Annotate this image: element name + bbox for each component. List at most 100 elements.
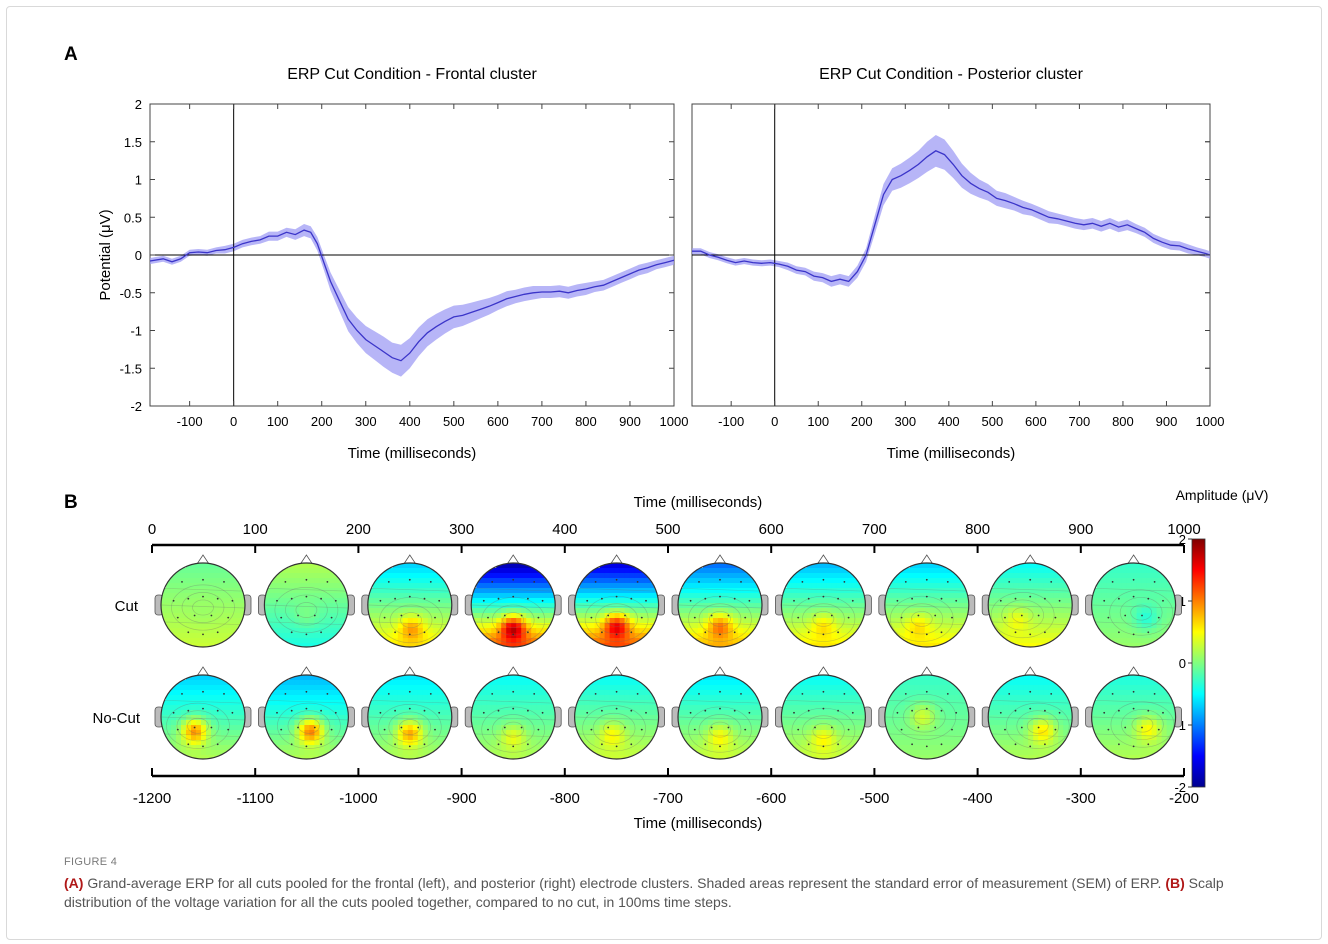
scalp-cell [939,633,946,639]
scalp-cell [703,568,709,574]
scalp-cell [397,608,404,614]
scalp-cell [629,715,636,721]
electrode-dot [748,599,751,602]
scalp-cell [831,715,837,721]
scalp-cell [604,598,611,604]
scalp-cell [1023,608,1029,614]
scalp-cell [206,695,212,701]
scalp-cell [594,573,601,579]
scalp-cell [491,750,497,756]
scalp-outline [263,674,349,760]
scalp-cell [748,740,754,746]
scalp-cell [309,573,315,579]
scalp-cell [186,623,192,629]
scalp-cell [269,593,275,599]
scalp-cell [387,710,394,716]
scalp-cell [703,750,709,756]
scalp-cell [909,715,916,721]
scalp-cell [176,583,182,589]
scalp-cell [708,598,714,604]
scalp-cell [412,705,419,711]
scalp-cell [526,628,532,634]
scalp-cell [432,618,439,624]
scalp-cell [894,700,901,706]
scalp-cell [708,755,714,759]
scalp-cell [841,568,847,574]
scalp-cell [176,735,182,741]
scalp-cell [284,618,290,624]
scalp-cell [939,690,946,696]
scalp-cell [899,593,906,599]
scalp-cell [708,735,714,741]
scalp-cell [939,720,946,726]
scalp-cell [407,603,414,609]
scalp-cell [826,623,832,629]
scalp-cell [634,618,641,624]
scalp-cell [811,710,817,716]
scalp-cell [909,695,916,701]
scalp-cell [718,710,724,716]
scalp-cell [1028,633,1034,639]
scalp-cell [1161,608,1168,614]
scalp-cell [496,730,502,736]
scalp-cell [584,690,591,696]
scalp-cell [344,603,349,609]
scalp-cell [584,725,591,731]
scalp-cell [299,715,305,721]
scalp-cell [919,695,926,701]
scalp-cell [683,700,689,706]
scalp-cell [841,710,847,716]
scalp-cell [1038,578,1044,584]
scalp-cell [781,725,787,731]
scalp-cell [796,715,802,721]
scalp-cell [236,700,242,706]
scalp-cell [718,695,724,701]
scalp-cell [516,685,522,691]
scalp-cell [949,613,956,619]
scalp-cell [889,700,896,706]
scalp-cell [387,705,394,711]
contour-line [166,702,230,749]
scalp-cell [914,680,921,686]
contour-line [1119,597,1163,629]
scalp-cell [614,720,621,726]
scalp-cell [924,680,931,686]
scalp-cell [806,568,812,574]
scalp-cell [728,593,734,599]
scalp-cell [584,735,591,741]
scalp-cell [683,613,689,619]
scalp-cell [594,618,601,624]
scalp-cell [609,623,616,629]
scalp-cell [496,593,502,599]
scalp-cell [546,588,552,594]
scalp-cell [846,715,852,721]
scalp-cell [491,598,497,604]
scalp-cell [536,710,542,716]
scalp-cell [1053,603,1059,609]
electrode-dot [1141,614,1143,617]
scalp-cell [614,690,621,696]
scalp-cell [309,710,315,716]
scalp-cell [909,685,916,691]
scalp-cell [944,685,951,691]
scalp-cell [1028,568,1034,574]
scalp-cell [609,675,616,681]
scalp-cell [851,608,857,614]
scalp-cell [422,583,429,589]
scalp-cell [1136,578,1143,584]
scalp-cell [1111,583,1118,589]
scalp-cell [846,695,852,701]
scalp-cell [402,750,409,756]
scalp-cell [1058,628,1064,634]
scalp-cell [816,603,822,609]
scalp-cell [367,593,374,599]
scalp-map [878,666,976,760]
electrode-dot [394,597,396,600]
scalp-cell [551,720,556,726]
scalp-cell [491,715,497,721]
scalp-cell [914,598,921,604]
scalp-cell [748,628,754,634]
scalp-cell [1141,623,1148,629]
scalp-cell [382,593,389,599]
scalp-cell [964,593,969,599]
